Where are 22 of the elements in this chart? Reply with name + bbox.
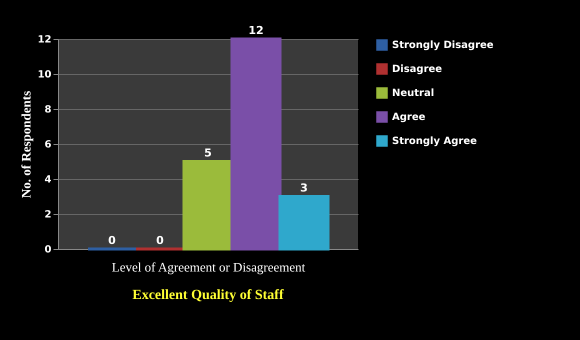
data-label: 0 bbox=[108, 234, 116, 247]
legend-label: Neutral bbox=[392, 88, 434, 99]
data-label: 12 bbox=[248, 24, 264, 37]
y-tick-label: 12 bbox=[38, 34, 52, 46]
legend-label: Strongly Disagree bbox=[392, 40, 494, 51]
data-label: 5 bbox=[204, 146, 212, 160]
y-tick-label: 6 bbox=[44, 140, 52, 150]
y-tick-label: 8 bbox=[44, 104, 52, 116]
y-tick-label: 0 bbox=[44, 244, 52, 256]
legend-label: Agree bbox=[392, 112, 426, 123]
data-label: 3 bbox=[300, 182, 308, 194]
data-label: 0 bbox=[156, 234, 164, 247]
y-axis-title: No. of Respondents bbox=[18, 90, 34, 198]
legend-label: Disagree bbox=[392, 64, 442, 75]
text: Excellent Quality of Staff bbox=[132, 288, 284, 303]
x-axis-title: Level of Agreement or Disagreement bbox=[112, 260, 306, 274]
y-tick-label: 2 bbox=[44, 210, 52, 220]
bar bbox=[230, 38, 282, 250]
y-tick-label: 10 bbox=[38, 70, 52, 80]
legend-label: Strongly Agree bbox=[392, 136, 478, 147]
y-tick-label: 4 bbox=[44, 174, 52, 186]
bar bbox=[278, 195, 330, 250]
